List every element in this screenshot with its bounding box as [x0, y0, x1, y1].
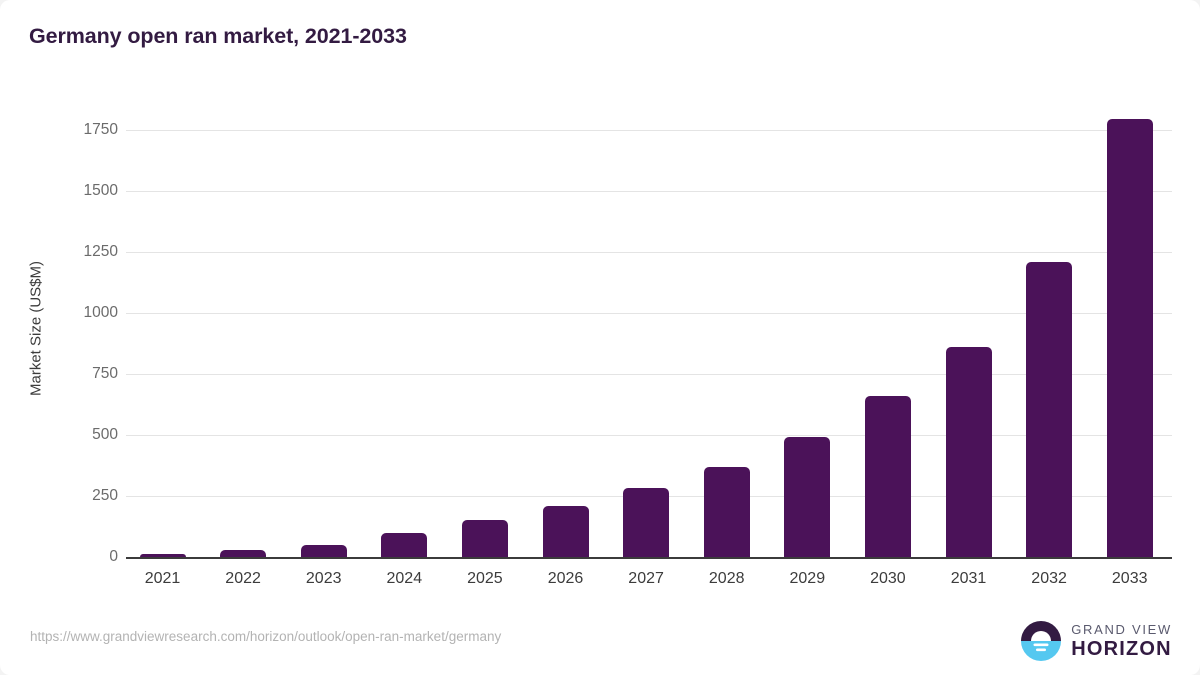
bar-2025[interactable]	[461, 519, 508, 557]
gridline	[126, 191, 1172, 192]
x-axis-tick-label: 2023	[305, 570, 342, 587]
gridline	[126, 252, 1172, 253]
bar-2023[interactable]	[300, 544, 347, 557]
bar-2032[interactable]	[1026, 262, 1073, 557]
x-axis-tick-label: 2025	[467, 570, 503, 587]
x-axis-tick-label: 2032	[1031, 570, 1067, 587]
y-axis-tick-label: 750	[92, 365, 118, 382]
y-axis-tick-label: 1750	[83, 121, 118, 138]
x-axis-line	[126, 557, 1172, 559]
x-axis-tick-label: 2027	[628, 570, 664, 587]
bar-2022[interactable]	[220, 550, 267, 557]
x-axis-tick-label: 2021	[144, 570, 181, 587]
x-axis-tick-label: 2026	[547, 570, 584, 587]
gridline	[126, 435, 1172, 436]
y-axis-tick-label: 1250	[83, 243, 118, 260]
x-axis-tick-label: 2029	[789, 570, 826, 587]
gridline	[126, 374, 1172, 375]
x-axis-tick-label: 2030	[870, 570, 906, 587]
y-axis-tick-label: 1000	[83, 304, 118, 321]
brand-logo: GRAND VIEW HORIZON	[1020, 618, 1172, 664]
bar-2027[interactable]	[623, 488, 670, 557]
horizon-circle-icon	[1020, 620, 1062, 662]
bar-2031[interactable]	[945, 347, 992, 557]
y-axis-tick-label: 250	[92, 487, 118, 504]
logo-line-2: HORIZON	[1071, 638, 1172, 660]
x-axis-tick-label: 2033	[1111, 570, 1148, 587]
bar-2029[interactable]	[784, 436, 831, 557]
x-axis-tick-label: 2024	[386, 570, 423, 587]
logo-line-1: GRAND VIEW	[1071, 622, 1172, 637]
bar-2028[interactable]	[703, 466, 750, 557]
bar-2030[interactable]	[864, 395, 911, 557]
page-title: Germany open ran market, 2021-2033	[29, 24, 407, 48]
bar-2021[interactable]	[139, 553, 186, 557]
y-axis-ticks: 0 250 500 750 1000 1250 1500 1750	[30, 0, 118, 675]
logo-wordmark: GRAND VIEW HORIZON	[1071, 623, 1172, 659]
y-axis-tick-label: 500	[92, 426, 118, 443]
gridline	[126, 313, 1172, 314]
gridline	[126, 130, 1172, 131]
x-axis-tick-label: 2022	[225, 570, 261, 587]
bar-2033[interactable]	[1106, 118, 1153, 557]
source-url[interactable]: https://www.grandviewresearch.com/horizo…	[30, 629, 502, 644]
x-axis-tick-label: 2028	[708, 570, 745, 587]
y-axis-tick-label: 1500	[83, 182, 118, 199]
bar-2024[interactable]	[381, 533, 428, 557]
x-axis-tick-label: 2031	[950, 570, 987, 587]
y-axis-tick-label: 0	[109, 548, 118, 565]
bar-2026[interactable]	[542, 505, 589, 557]
